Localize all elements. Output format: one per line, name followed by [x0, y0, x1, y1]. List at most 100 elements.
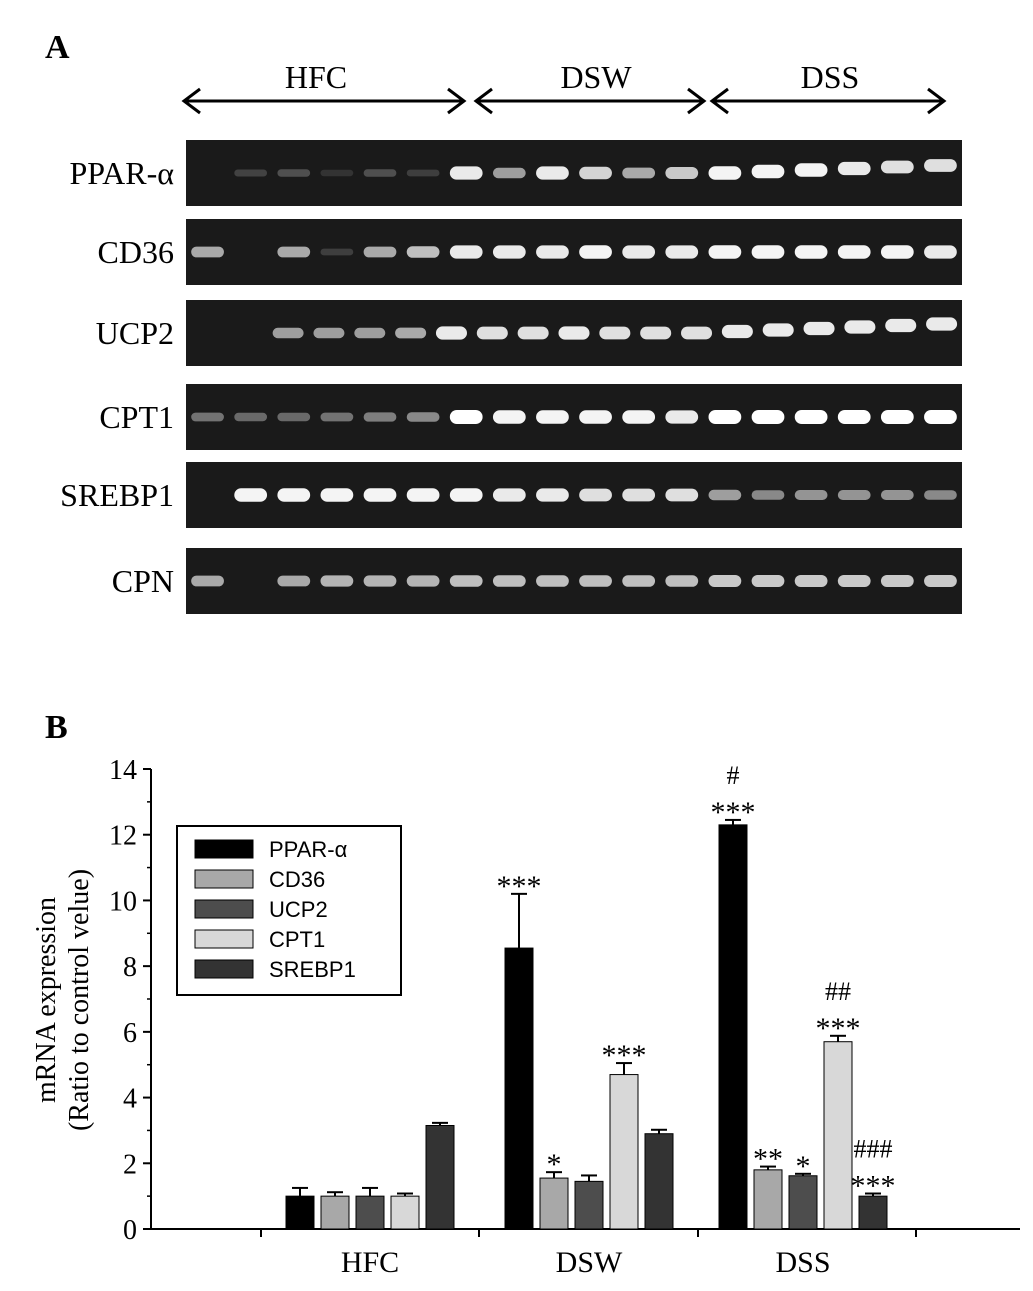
gel-band	[363, 412, 397, 422]
legend-label-srebp1: SREBP1	[269, 957, 356, 982]
legend-swatch-ppar	[194, 839, 254, 859]
gel-band	[924, 159, 957, 172]
gel-band	[751, 164, 785, 179]
gel-band	[844, 320, 876, 334]
gel-band	[751, 410, 785, 424]
gel-band	[681, 326, 713, 340]
gel-band	[708, 575, 742, 587]
gel-row-label: PPAR-α	[69, 155, 174, 191]
gel-band	[449, 488, 483, 502]
bar-ppar-dsw	[504, 947, 534, 1230]
gel-band	[794, 245, 828, 259]
gel-band	[536, 410, 569, 424]
gel-band	[449, 245, 483, 259]
gel-band	[406, 412, 440, 422]
gel-panel-a: A HFC DSW DSS PPAR-α CD36 UCP2 CPT1 SREBP1 CP…	[45, 29, 962, 614]
gel-band	[837, 410, 871, 424]
bar-ppar-dss	[718, 824, 748, 1230]
group-label-dsw: DSW	[560, 59, 632, 95]
gel-band	[751, 575, 785, 587]
gel-band	[665, 488, 699, 502]
significance-annotation: *	[796, 1150, 811, 1183]
gel-band	[622, 410, 656, 424]
y-tick-label: 6	[123, 1018, 137, 1049]
gel-band	[234, 169, 268, 177]
gel-background	[186, 462, 962, 528]
gel-band	[751, 245, 785, 259]
gel-band	[277, 246, 311, 258]
bar-srebp1-dsw	[644, 1133, 674, 1230]
bar-cpt1-dss	[823, 1041, 853, 1230]
gel-band	[320, 248, 354, 256]
gel-band	[320, 412, 354, 422]
gel-band	[277, 169, 311, 177]
gel-band	[708, 166, 742, 180]
group-label-hfc: HFC	[285, 59, 347, 95]
gel-band	[579, 488, 612, 502]
gel-band	[622, 488, 656, 502]
group-arrows	[181, 87, 947, 115]
gel-background	[186, 140, 962, 206]
gel-band	[449, 575, 483, 587]
gel-band	[665, 167, 699, 179]
hash-annotation: ##	[825, 977, 851, 1006]
gel-band	[277, 575, 311, 587]
gel-band	[492, 410, 526, 424]
gel-band	[517, 326, 549, 340]
gel-band	[363, 575, 397, 587]
legend-label-cd36: CD36	[269, 867, 325, 892]
gel-band	[363, 488, 397, 502]
legend-label-ucp2: UCP2	[269, 897, 328, 922]
chart-annotations: ******#* ** *******##***###	[497, 761, 896, 1203]
gel-row-cpn: CPN	[112, 548, 962, 614]
dss-arrow-right-head	[927, 87, 947, 115]
gel-band	[406, 488, 440, 502]
gel-band	[320, 488, 354, 502]
gel-band	[492, 245, 526, 259]
gel-band	[579, 575, 612, 587]
gel-band	[880, 575, 914, 587]
gel-row-ucp2: UCP2	[96, 300, 962, 366]
bar-ucp2-dsw	[574, 1180, 604, 1230]
gel-band	[234, 412, 268, 422]
gel-band	[837, 575, 871, 587]
gel-band	[622, 575, 656, 587]
gel-band	[924, 410, 957, 424]
gel-rows: PPAR-α CD36 UCP2 CPT1 SREBP1 CPN	[60, 140, 962, 614]
gel-background	[186, 219, 962, 285]
gel-band	[492, 167, 526, 179]
x-tick-label-dss: DSS	[775, 1246, 830, 1279]
chart-bars	[285, 818, 888, 1230]
gel-band	[665, 410, 699, 424]
gel-band	[395, 327, 427, 339]
gel-band	[762, 323, 794, 337]
dsw-arrow-right-head	[687, 87, 707, 115]
gel-band	[579, 410, 612, 424]
gel-band	[579, 166, 612, 180]
gel-row-cpt1: CPT1	[99, 384, 962, 450]
legend-swatch-cd36	[194, 869, 254, 889]
x-tick-label-hfc: HFC	[341, 1246, 399, 1279]
significance-annotation: ***	[602, 1039, 647, 1072]
bar-srebp1-hfc	[425, 1125, 455, 1230]
gel-band	[277, 412, 311, 422]
gel-band	[665, 245, 699, 259]
gel-background	[186, 548, 962, 614]
gel-band	[435, 326, 467, 340]
y-tick-label: 4	[123, 1084, 137, 1115]
gel-band	[599, 326, 631, 340]
gel-band	[363, 169, 397, 177]
y-tick-label: 10	[109, 886, 137, 917]
legend-label-cpt1: CPT1	[269, 927, 325, 952]
chart-legend: PPAR-α CD36 UCP2 CPT1 SREBP1	[176, 825, 402, 996]
gel-band	[449, 166, 483, 180]
panel-b-label: B	[45, 709, 68, 746]
gel-band	[492, 575, 526, 587]
gel-band	[558, 326, 590, 340]
gel-background	[186, 384, 962, 450]
gel-band	[622, 167, 656, 179]
gel-band	[272, 327, 304, 339]
x-tick-label-dsw: DSW	[556, 1246, 623, 1279]
significance-annotation: ***	[497, 870, 542, 903]
